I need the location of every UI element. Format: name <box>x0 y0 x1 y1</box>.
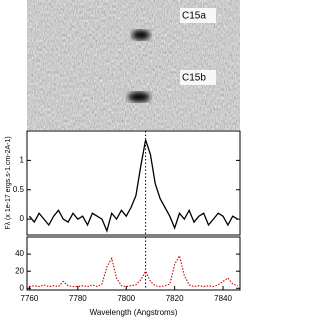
y-tick-label: 0 <box>20 214 25 223</box>
object-label: C15b <box>182 73 206 84</box>
y-tick-label: 1 <box>20 155 25 164</box>
x-tick-label: 7760 <box>21 294 39 303</box>
x-tick-label: 7780 <box>69 294 87 303</box>
plot-frame <box>26 130 241 236</box>
spectrum-image: C15a C15b <box>27 0 240 130</box>
x-axis-label: Wavelength (Angstroms) <box>90 308 178 317</box>
spectrum-line <box>28 139 238 233</box>
object-label: C15a <box>182 11 206 22</box>
x-tick-label: 7840 <box>214 294 232 303</box>
label-box <box>180 8 216 23</box>
y-axis-label: Fλ (x 1e-17 ergs.s-1.cm-2A-1) <box>5 136 12 229</box>
y-tick-label: 40 <box>15 249 24 258</box>
x-tick-label: 7800 <box>117 294 135 303</box>
source-blob <box>128 92 150 102</box>
source-blob <box>132 30 150 40</box>
label-box <box>180 70 216 85</box>
spectrum-line <box>29 254 238 288</box>
y-tick-label: 0 <box>20 283 25 292</box>
y-tick-label: 20 <box>15 266 24 275</box>
x-tick-label: 7820 <box>166 294 184 303</box>
plot-frame <box>26 236 241 291</box>
figure: C15a C15b 0 0.5 1 Fλ (x 1e-17 ergs.s-1.cm-2… <box>5 0 241 317</box>
y-tick-label: 0.5 <box>13 185 25 194</box>
